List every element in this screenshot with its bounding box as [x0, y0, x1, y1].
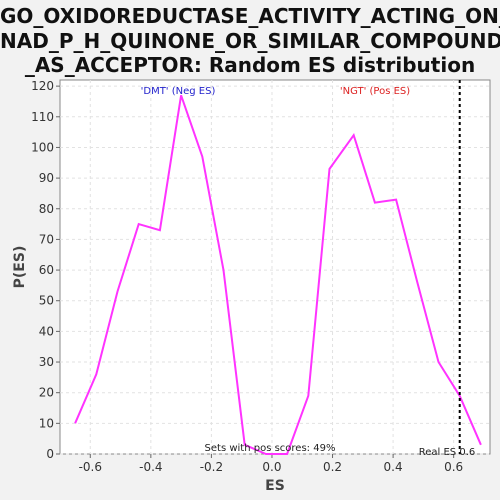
y-axis-title: P(ES)	[12, 246, 28, 289]
x-tick-label: 0.0	[262, 460, 281, 474]
x-tick-label: 0.2	[323, 460, 342, 474]
y-tick-label: 50	[39, 294, 54, 308]
y-axis: 0 10 20 30 40 50 60 70 80 90 100 110 120	[31, 79, 60, 461]
chart-title-line-1: GO_OXIDOREDUCTASE_ACTIVITY_ACTING_ON_	[0, 4, 500, 28]
y-tick-label: 0	[46, 447, 54, 461]
y-tick-label: 10	[39, 416, 54, 430]
x-axis: -0.6 -0.4 -0.2 0.0 0.2 0.4 0.6	[79, 454, 463, 474]
es-distribution-line	[74, 94, 482, 455]
plot-area	[59, 79, 491, 455]
y-tick-label: 20	[39, 386, 54, 400]
y-tick-label: 60	[39, 263, 54, 277]
y-tick-label: 40	[39, 324, 54, 338]
y-tick-label: 120	[31, 79, 54, 93]
x-tick-label: -0.6	[79, 460, 102, 474]
legend-pos-es: 'NGT' (Pos ES)	[340, 86, 410, 97]
x-tick-label: 0.4	[384, 460, 403, 474]
chart-title-line-2: NAD_P_H_QUINONE_OR_SIMILAR_COMPOUND	[0, 29, 500, 53]
y-tick-label: 70	[39, 232, 54, 246]
x-axis-title: ES	[265, 478, 285, 494]
x-tick-label: -0.4	[139, 460, 162, 474]
grid	[60, 80, 490, 455]
real-es-label: Real ES 0.6	[419, 447, 475, 458]
x-tick-label: 0.6	[444, 460, 463, 474]
y-tick-label: 30	[39, 355, 54, 369]
y-tick-label: 80	[39, 202, 54, 216]
y-tick-label: 110	[31, 110, 54, 124]
legend-neg-es: 'DMT' (Neg ES)	[141, 86, 216, 97]
y-tick-label: 90	[39, 171, 54, 185]
pos-scores-note: Sets with pos scores: 49%	[205, 443, 336, 454]
chart-title-line-3: _AS_ACCEPTOR: Random ES distribution	[24, 53, 476, 77]
x-tick-label: -0.2	[200, 460, 223, 474]
y-tick-label: 100	[31, 140, 54, 154]
